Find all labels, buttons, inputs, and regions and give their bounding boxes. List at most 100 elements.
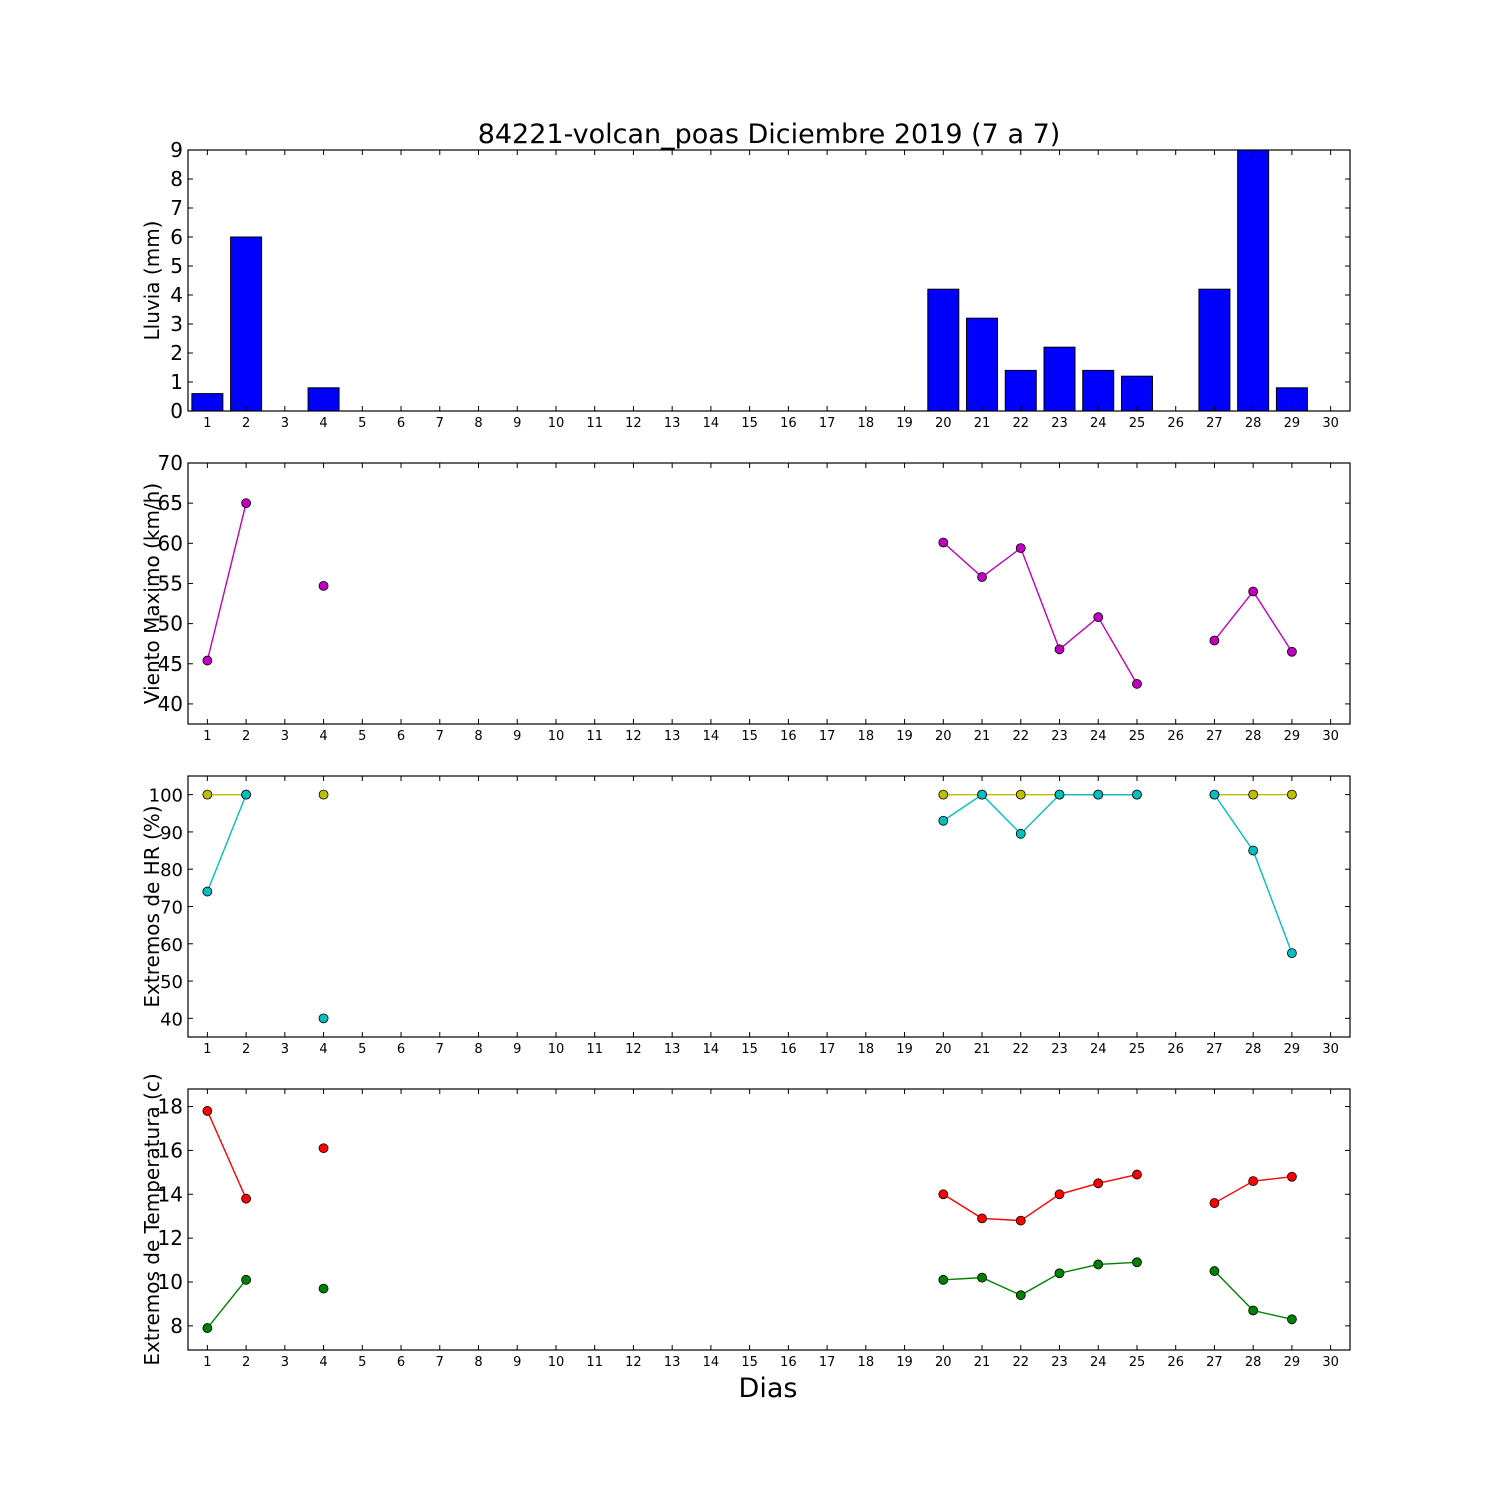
temp-series-1-point-day-24 [1093, 1259, 1104, 1270]
hr-x-tick-label-9: 9 [513, 1042, 521, 1057]
hr-x-tick-label-15: 15 [741, 1042, 758, 1057]
temp-series-0-point-day-24 [1093, 1178, 1104, 1189]
wind-series-0-point-day-1 [202, 655, 213, 666]
hr-x-tick-label-14: 14 [703, 1042, 720, 1057]
temp-x-tick-label-30: 30 [1322, 1355, 1339, 1370]
temp-series-1-point-day-4 [318, 1283, 329, 1294]
temp-series-1-point-day-1 [202, 1323, 213, 1333]
temp-series-0-point-day-1 [202, 1106, 213, 1116]
rain-x-tick-label-15: 15 [741, 416, 758, 431]
rain-bar-day-2 [230, 236, 263, 412]
hr-x-tick-label-7: 7 [436, 1042, 444, 1057]
temp-x-tick-label-16: 16 [780, 1355, 797, 1370]
wind-x-tick-label-5: 5 [358, 729, 366, 744]
hr-x-tick-label-11: 11 [586, 1042, 603, 1057]
rain-x-tick-label-26: 26 [1167, 416, 1184, 431]
wind-x-tick-label-14: 14 [703, 729, 720, 744]
temp-x-tick-label-1: 1 [203, 1355, 211, 1370]
rain-x-tick-label-10: 10 [548, 416, 565, 431]
wind-x-tick-label-19: 19 [896, 729, 913, 744]
temp-series-0-point-day-29 [1287, 1171, 1297, 1182]
wind-series-0-point-day-21 [977, 572, 987, 582]
hr-x-tick-label-22: 22 [1012, 1042, 1029, 1057]
temp-y-tick-label-12: 12 [158, 1226, 183, 1250]
rain-x-tick-label-3: 3 [281, 416, 289, 431]
rain-y-tick-label-4: 4 [170, 283, 183, 307]
temp-series-1-point-day-21 [977, 1272, 987, 1283]
hr-x-tick-label-20: 20 [935, 1042, 952, 1057]
hr-y-tick-label-50: 50 [160, 972, 183, 993]
wind-x-tick-label-2: 2 [242, 729, 250, 744]
hr-x-tick-label-6: 6 [397, 1042, 405, 1057]
temp-series-0-point-day-27 [1209, 1198, 1220, 1208]
wind-x-tick-label-27: 27 [1206, 729, 1223, 744]
wind-x-tick-label-29: 29 [1284, 729, 1301, 744]
wind-x-tick-label-28: 28 [1245, 729, 1262, 744]
rain-x-tick-label-12: 12 [625, 416, 642, 431]
rain-bar-day-22 [1004, 369, 1037, 412]
wind-x-tick-label-8: 8 [474, 729, 482, 744]
rain-bar-day-25 [1120, 375, 1153, 412]
wind-y-tick-label-65: 65 [158, 491, 183, 515]
rain-x-tick-label-4: 4 [319, 416, 327, 431]
wind-x-tick-label-22: 22 [1012, 729, 1029, 744]
wind-x-tick-label-13: 13 [664, 729, 681, 744]
temp-x-tick-label-18: 18 [858, 1355, 875, 1370]
rain-y-tick-label-3: 3 [170, 312, 183, 336]
temp-series-0-point-day-20 [938, 1189, 949, 1200]
rain-x-tick-label-17: 17 [819, 416, 836, 431]
rain-x-tick-label-29: 29 [1284, 416, 1301, 431]
hr-x-tick-label-28: 28 [1245, 1042, 1262, 1057]
temp-x-tick-label-15: 15 [741, 1355, 758, 1370]
temp-x-tick-label-6: 6 [397, 1355, 405, 1370]
wind-series-0-point-day-28 [1248, 586, 1259, 597]
wind-y-axis-label: Viento Maximo (km/h) [140, 483, 164, 704]
rain-x-tick-label-20: 20 [935, 416, 952, 431]
hr-x-tick-label-30: 30 [1322, 1042, 1339, 1057]
hr-x-tick-label-13: 13 [664, 1042, 681, 1057]
wind-series-0-point-day-25 [1132, 678, 1142, 689]
hr-series-1-point-day-4 [318, 1013, 329, 1024]
hr-x-tick-label-4: 4 [319, 1042, 327, 1057]
rain-x-tick-label-7: 7 [436, 416, 444, 431]
wind-x-tick-label-15: 15 [741, 729, 758, 744]
wind-series-0-point-day-22 [1015, 543, 1026, 554]
rain-panel: 1 2 3 4 5 6 7 8 9 10 11 12 13 14 15 16 17 18 19 20 21 22 23 24 2… [140, 138, 1351, 431]
hr-x-tick-label-24: 24 [1090, 1042, 1107, 1057]
rain-x-tick-label-22: 22 [1012, 416, 1029, 431]
temp-series-1-point-day-20 [938, 1274, 949, 1285]
wind-series-0-point-day-20 [938, 537, 949, 548]
temp-x-tick-label-26: 26 [1167, 1355, 1184, 1370]
temp-x-tick-label-13: 13 [664, 1355, 681, 1370]
humidity-panel: 1 2 3 4 5 6 7 8 9 10 11 12 13 14 15 16 17 18 19 20 21 22 23 24 2… [140, 775, 1351, 1057]
hr-x-tick-label-27: 27 [1206, 1042, 1223, 1057]
hr-series-1-point-day-28 [1248, 845, 1259, 856]
rain-x-tick-label-11: 11 [586, 416, 603, 431]
hr-x-tick-label-10: 10 [548, 1042, 565, 1057]
temp-x-tick-label-27: 27 [1206, 1355, 1223, 1370]
temp-series-1-point-day-28 [1248, 1305, 1259, 1316]
temp-y-tick-label-14: 14 [158, 1182, 183, 1206]
wind-series-0-point-day-2 [241, 498, 252, 509]
hr-series-0-point-day-4 [318, 789, 329, 800]
temp-x-tick-label-10: 10 [548, 1355, 565, 1370]
rain-x-tick-label-1: 1 [203, 416, 211, 431]
temp-x-tick-label-29: 29 [1284, 1355, 1301, 1370]
rain-x-tick-label-2: 2 [242, 416, 250, 431]
hr-y-tick-label-40: 40 [160, 1009, 183, 1030]
temp-series-0-point-day-28 [1248, 1176, 1259, 1187]
rain-bar-day-27 [1198, 288, 1231, 412]
x-axis-label: Dias [739, 1373, 798, 1404]
temp-x-tick-label-3: 3 [281, 1355, 289, 1370]
wind-x-tick-label-16: 16 [780, 729, 797, 744]
wind-x-tick-label-21: 21 [974, 729, 991, 744]
temp-plot-frame [187, 1088, 1351, 1351]
temp-x-tick-label-14: 14 [703, 1355, 720, 1370]
temp-series-1-line-2 [943, 1261, 1138, 1296]
temp-series-0-point-day-23 [1054, 1189, 1065, 1200]
hr-series-1-line-2 [942, 793, 1137, 835]
temp-y-tick-label-16: 16 [158, 1138, 183, 1162]
rain-y-tick-label-7: 7 [170, 196, 183, 220]
hr-x-tick-label-18: 18 [858, 1042, 875, 1057]
hr-x-tick-label-19: 19 [896, 1042, 913, 1057]
